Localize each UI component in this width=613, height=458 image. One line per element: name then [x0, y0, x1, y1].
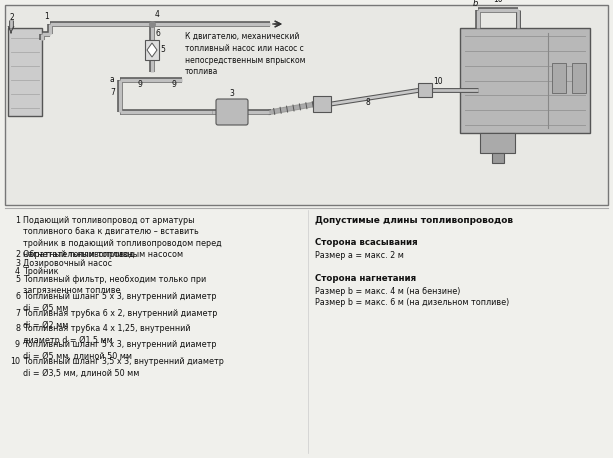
- FancyBboxPatch shape: [216, 99, 248, 125]
- Text: Обратный топливопровод: Обратный топливопровод: [23, 250, 134, 259]
- Text: 7: 7: [15, 309, 20, 318]
- Text: Дозировочный насос: Дозировочный насос: [23, 259, 112, 268]
- Text: 10: 10: [433, 77, 443, 86]
- Text: 10: 10: [493, 0, 503, 4]
- Bar: [492, 153, 504, 163]
- Polygon shape: [147, 43, 157, 57]
- Text: 3: 3: [229, 89, 234, 98]
- Text: Топливный шланг 5 х 3, внутренний диаметр
di = Ø5 мм, длиной 50 мм: Топливный шланг 5 х 3, внутренний диамет…: [23, 340, 216, 360]
- Text: b: b: [473, 0, 478, 8]
- Bar: [8, 28, 42, 116]
- Text: 1: 1: [15, 216, 20, 225]
- Bar: [552, 63, 566, 93]
- Text: Сторона нагнетания: Сторона нагнетания: [315, 274, 416, 283]
- Text: 1: 1: [44, 12, 49, 21]
- Text: 9: 9: [138, 80, 143, 89]
- Text: 5: 5: [160, 45, 165, 55]
- Text: Сторона всасывания: Сторона всасывания: [315, 238, 417, 247]
- Text: Топливная трубка 4 х 1,25, внутренний
диаметр d = Ø1,5 мм: Топливная трубка 4 х 1,25, внутренний ди…: [23, 324, 191, 345]
- Text: a: a: [110, 75, 115, 84]
- Text: 4: 4: [15, 267, 20, 276]
- Bar: [572, 63, 586, 93]
- Bar: [313, 96, 331, 112]
- Bar: [460, 28, 590, 133]
- Text: К двигателю, механический
топливный насос или насос с
непосредственным впрыском
: К двигателю, механический топливный насо…: [185, 32, 305, 76]
- Text: Размер b = макс. 6 м (на дизельном топливе): Размер b = макс. 6 м (на дизельном топли…: [315, 298, 509, 307]
- Text: Топливный шланг 3,5 х 3, внутренний диаметр
di = Ø3,5 мм, длиной 50 мм: Топливный шланг 3,5 х 3, внутренний диам…: [23, 357, 224, 377]
- Text: 6: 6: [155, 29, 160, 38]
- Text: 6: 6: [15, 292, 20, 301]
- Text: Тройник: Тройник: [23, 267, 58, 276]
- Text: Размер b = макс. 4 м (на бензине): Размер b = макс. 4 м (на бензине): [315, 287, 460, 296]
- Text: Подающий топливопровод от арматуры
топливного бака к двигателю – вставить
тройни: Подающий топливопровод от арматуры топли…: [23, 216, 222, 259]
- Text: Топливный фильтр, необходим только при
загрязненном топливе: Топливный фильтр, необходим только при з…: [23, 275, 206, 295]
- Text: 10: 10: [10, 357, 20, 366]
- Text: 4: 4: [155, 10, 160, 19]
- Text: Допустимые длины топливопроводов: Допустимые длины топливопроводов: [315, 216, 513, 225]
- Text: 8: 8: [15, 324, 20, 333]
- Text: Размер a = макс. 2 м: Размер a = макс. 2 м: [315, 251, 404, 260]
- Bar: [145, 40, 159, 60]
- Bar: [480, 133, 515, 153]
- Text: Топливная трубка 6 х 2, внутренний диаметр
di = Ø2 мм: Топливная трубка 6 х 2, внутренний диаме…: [23, 309, 218, 329]
- Text: 9: 9: [172, 80, 177, 89]
- Text: 9: 9: [15, 340, 20, 349]
- Bar: [5, 5, 608, 205]
- Bar: [418, 83, 432, 97]
- Text: 5: 5: [15, 275, 20, 284]
- Text: 8: 8: [366, 98, 371, 107]
- Text: 2: 2: [15, 250, 20, 259]
- Text: 3: 3: [15, 259, 20, 268]
- Text: Топливный шланг 5 х 3, внутренний диаметр
di = Ø5 мм: Топливный шланг 5 х 3, внутренний диамет…: [23, 292, 216, 312]
- Text: 2: 2: [9, 13, 13, 22]
- Text: 7: 7: [110, 88, 115, 97]
